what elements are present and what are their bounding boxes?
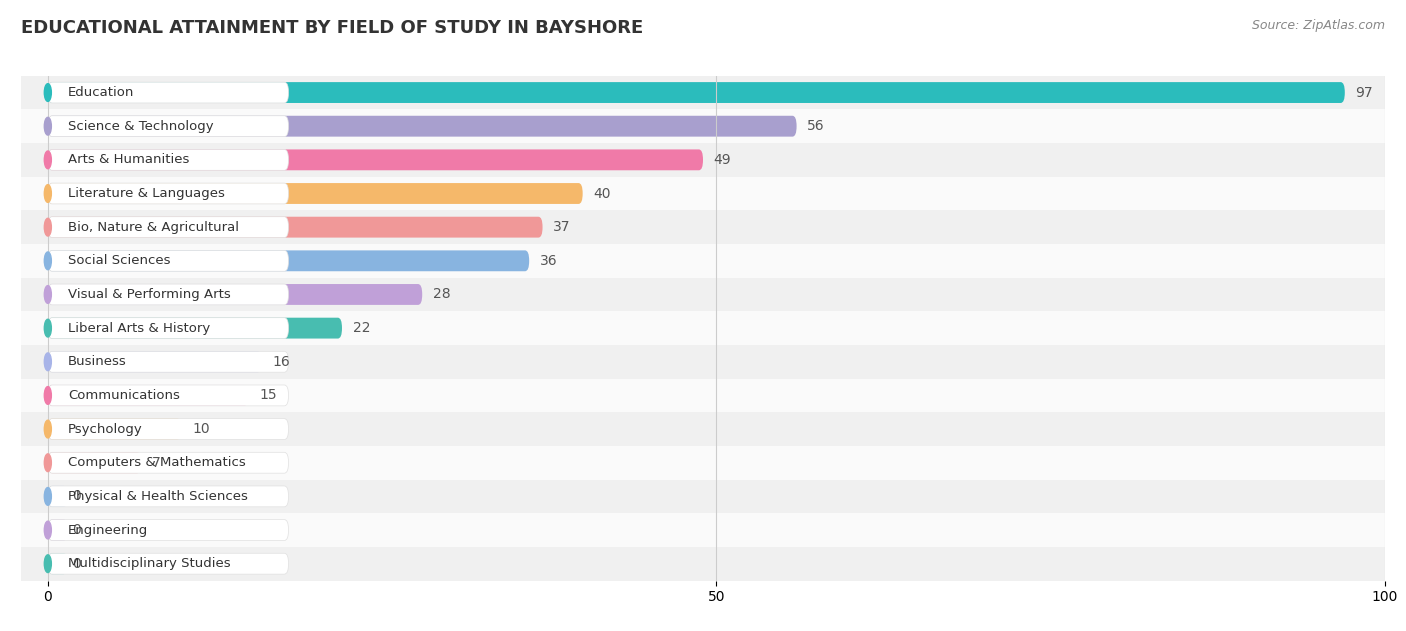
FancyBboxPatch shape xyxy=(48,385,249,406)
Circle shape xyxy=(45,420,52,438)
FancyBboxPatch shape xyxy=(48,284,422,305)
Circle shape xyxy=(45,387,52,404)
Text: 28: 28 xyxy=(433,288,450,302)
FancyBboxPatch shape xyxy=(48,418,181,440)
FancyBboxPatch shape xyxy=(48,519,288,541)
FancyBboxPatch shape xyxy=(48,284,288,305)
Text: Communications: Communications xyxy=(67,389,180,402)
Circle shape xyxy=(45,454,52,471)
Bar xyxy=(21,379,1385,412)
Bar xyxy=(21,278,1385,311)
Bar xyxy=(21,513,1385,547)
Text: Business: Business xyxy=(67,355,127,369)
Circle shape xyxy=(45,319,52,337)
Text: Bio, Nature & Agricultural: Bio, Nature & Agricultural xyxy=(67,221,239,233)
FancyBboxPatch shape xyxy=(48,317,342,339)
FancyBboxPatch shape xyxy=(48,553,67,574)
Circle shape xyxy=(45,117,52,135)
FancyBboxPatch shape xyxy=(48,115,288,137)
FancyBboxPatch shape xyxy=(48,251,288,271)
FancyBboxPatch shape xyxy=(48,115,797,137)
Text: 36: 36 xyxy=(540,254,558,268)
Text: 49: 49 xyxy=(714,153,731,167)
FancyBboxPatch shape xyxy=(48,82,1344,103)
Bar xyxy=(21,345,1385,379)
FancyBboxPatch shape xyxy=(48,216,288,238)
Bar xyxy=(21,76,1385,109)
Text: Arts & Humanities: Arts & Humanities xyxy=(67,153,190,167)
FancyBboxPatch shape xyxy=(48,82,288,103)
Circle shape xyxy=(45,353,52,370)
Text: 10: 10 xyxy=(193,422,209,436)
Circle shape xyxy=(45,151,52,168)
Text: Visual & Performing Arts: Visual & Performing Arts xyxy=(67,288,231,301)
Bar xyxy=(21,547,1385,581)
Text: 0: 0 xyxy=(72,523,80,537)
FancyBboxPatch shape xyxy=(48,553,288,574)
FancyBboxPatch shape xyxy=(48,183,288,204)
FancyBboxPatch shape xyxy=(48,150,703,170)
FancyBboxPatch shape xyxy=(48,452,288,473)
Text: 7: 7 xyxy=(152,456,160,469)
Text: EDUCATIONAL ATTAINMENT BY FIELD OF STUDY IN BAYSHORE: EDUCATIONAL ATTAINMENT BY FIELD OF STUDY… xyxy=(21,19,644,37)
Text: Social Sciences: Social Sciences xyxy=(67,254,170,268)
Bar xyxy=(21,446,1385,480)
Text: Multidisciplinary Studies: Multidisciplinary Studies xyxy=(67,557,231,570)
Text: 0: 0 xyxy=(72,490,80,504)
Circle shape xyxy=(45,286,52,304)
FancyBboxPatch shape xyxy=(48,519,67,541)
Bar xyxy=(21,311,1385,345)
FancyBboxPatch shape xyxy=(48,385,288,406)
Text: Source: ZipAtlas.com: Source: ZipAtlas.com xyxy=(1251,19,1385,32)
Circle shape xyxy=(45,521,52,539)
FancyBboxPatch shape xyxy=(48,251,529,271)
Bar xyxy=(21,143,1385,177)
FancyBboxPatch shape xyxy=(48,486,67,507)
Text: Computers & Mathematics: Computers & Mathematics xyxy=(67,456,246,469)
Text: Psychology: Psychology xyxy=(67,423,142,435)
Bar xyxy=(21,210,1385,244)
Text: Engineering: Engineering xyxy=(67,524,148,536)
FancyBboxPatch shape xyxy=(48,351,262,372)
Circle shape xyxy=(45,185,52,203)
FancyBboxPatch shape xyxy=(48,317,288,339)
Bar xyxy=(21,244,1385,278)
FancyBboxPatch shape xyxy=(48,418,288,440)
FancyBboxPatch shape xyxy=(48,351,288,372)
Bar xyxy=(21,480,1385,513)
Text: Science & Technology: Science & Technology xyxy=(67,120,214,133)
Circle shape xyxy=(45,555,52,572)
Text: Literature & Languages: Literature & Languages xyxy=(67,187,225,200)
Bar xyxy=(21,177,1385,210)
Text: 0: 0 xyxy=(72,557,80,570)
Bar xyxy=(21,109,1385,143)
Text: 22: 22 xyxy=(353,321,370,335)
Text: Physical & Health Sciences: Physical & Health Sciences xyxy=(67,490,247,503)
Text: 15: 15 xyxy=(259,389,277,403)
FancyBboxPatch shape xyxy=(48,150,288,170)
Circle shape xyxy=(45,218,52,236)
Text: 56: 56 xyxy=(807,119,825,133)
Text: Education: Education xyxy=(67,86,134,99)
Circle shape xyxy=(45,488,52,505)
Text: 37: 37 xyxy=(553,220,571,234)
FancyBboxPatch shape xyxy=(48,486,288,507)
FancyBboxPatch shape xyxy=(48,216,543,238)
Text: 97: 97 xyxy=(1355,86,1374,100)
Bar xyxy=(21,412,1385,446)
Text: Liberal Arts & History: Liberal Arts & History xyxy=(67,322,209,334)
Circle shape xyxy=(45,84,52,102)
FancyBboxPatch shape xyxy=(48,183,582,204)
FancyBboxPatch shape xyxy=(48,452,142,473)
Circle shape xyxy=(45,252,52,269)
Text: 16: 16 xyxy=(273,355,290,369)
Text: 40: 40 xyxy=(593,187,610,201)
